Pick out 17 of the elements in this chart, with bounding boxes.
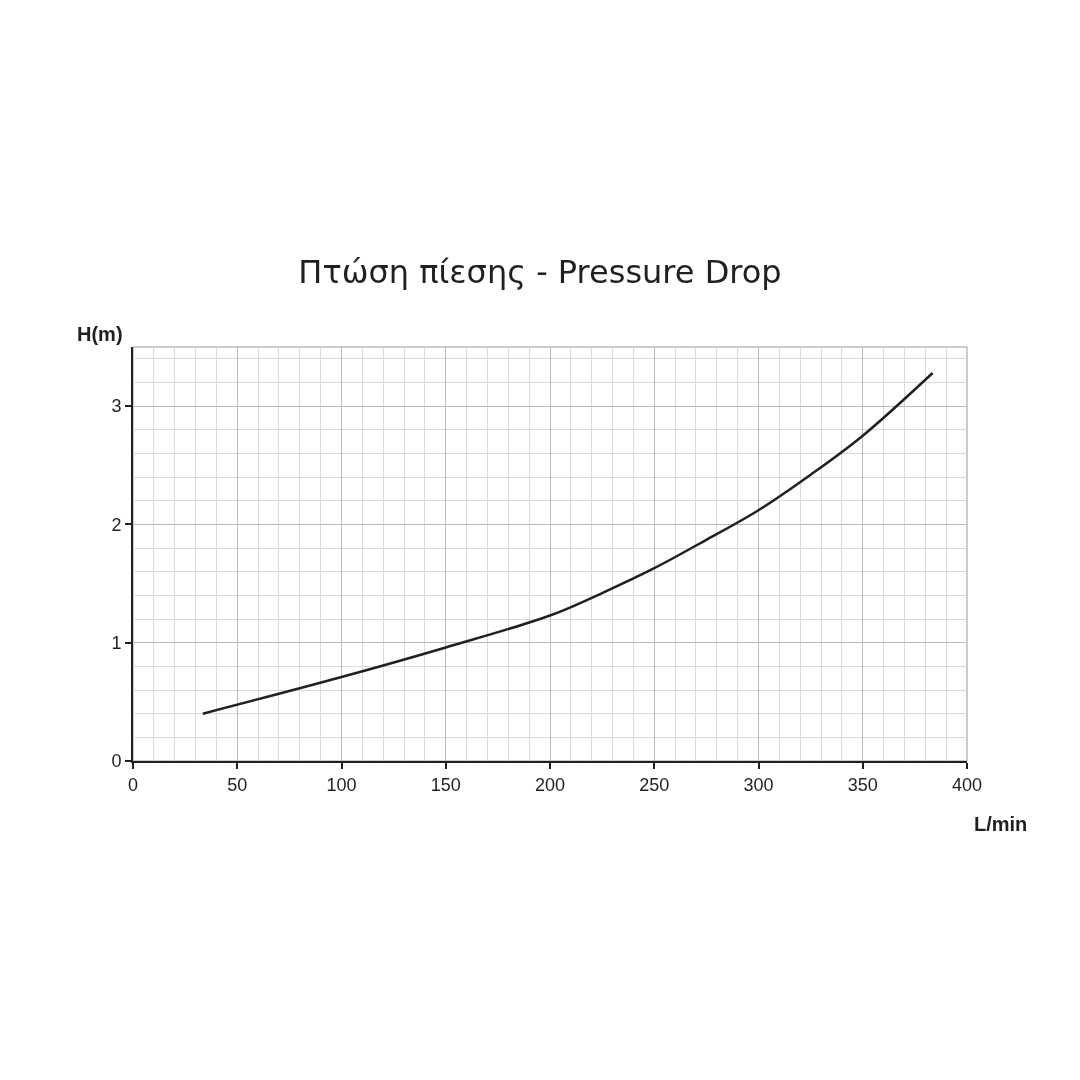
x-tick-label: 200 (534, 774, 566, 795)
y-tick-label: 3 (111, 396, 122, 417)
x-tick-label: 400 (951, 774, 983, 795)
y-tick-label: 2 (111, 514, 122, 535)
x-tick-label: 300 (743, 774, 774, 795)
x-tick-label: 50 (227, 774, 248, 795)
x-tick-label: 0 (127, 774, 139, 795)
x-tick-label: 350 (847, 774, 878, 795)
x-tick-label: 100 (326, 774, 357, 795)
x-tick-label: 150 (430, 774, 461, 795)
y-tick-label: 1 (111, 633, 122, 654)
x-tick-label: 250 (639, 774, 670, 795)
y-axis-title: H(m) (77, 323, 123, 345)
y-tick-label: 0 (111, 751, 122, 772)
chart-title: Πτώση πίεσης - Pressure Drop (298, 253, 782, 292)
line-series (201, 371, 934, 715)
x-axis-title: L/min (974, 813, 1028, 835)
